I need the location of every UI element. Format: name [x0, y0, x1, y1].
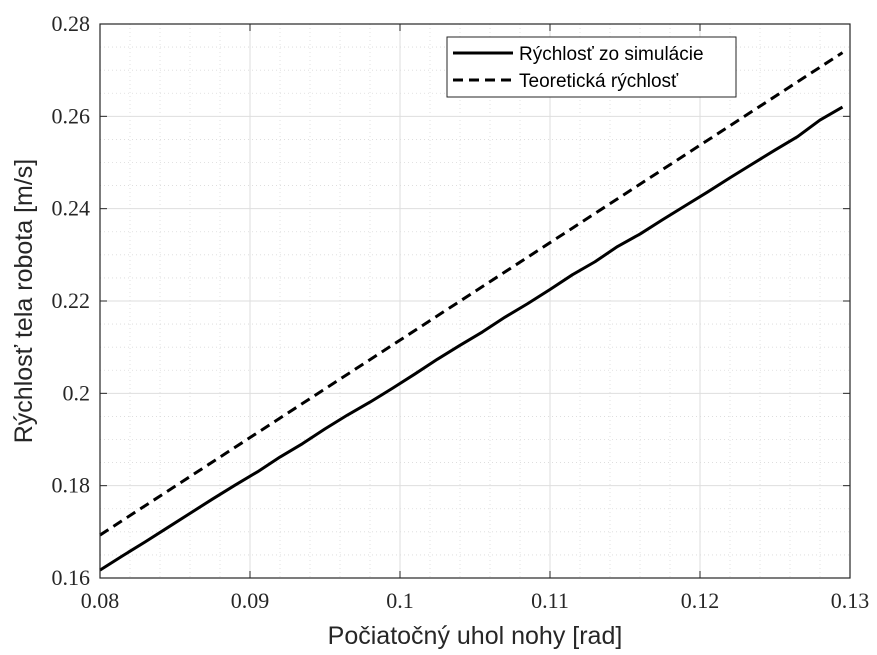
series-layer — [99, 51, 844, 572]
y-tick-label: 0.28 — [52, 11, 91, 36]
tick-marks — [99, 23, 851, 579]
x-tick-labels: 0.08 0.09 0.1 0.11 0.12 0.13 — [81, 588, 870, 613]
y-tick-label: 0.18 — [52, 473, 91, 498]
x-tick-label: 0.1 — [386, 588, 414, 613]
series-line-theoretical — [99, 51, 844, 537]
x-tick-label: 0.09 — [231, 588, 270, 613]
x-tick-label: 0.12 — [681, 588, 720, 613]
legend: Rýchlosť zo simulácie Teoretická rýchlos… — [446, 36, 737, 98]
legend-entry-theoretical: Teoretická rýchlosť — [519, 71, 679, 92]
y-tick-labels: 0.16 0.18 0.2 0.22 0.24 0.26 0.28 — [52, 11, 91, 590]
y-tick-label: 0.26 — [52, 103, 91, 128]
series-line-simulation — [99, 105, 844, 572]
y-axis-label: Rýchlosť tela robota [m/s] — [10, 159, 38, 444]
legend-entry-simulation: Rýchlosť zo simulácie — [519, 44, 704, 65]
x-tick-label: 0.13 — [831, 588, 870, 613]
y-tick-label: 0.24 — [52, 196, 91, 221]
x-tick-label: 0.08 — [81, 588, 120, 613]
y-tick-label: 0.22 — [52, 288, 91, 313]
legend-box — [446, 36, 737, 98]
y-tick-label: 0.2 — [63, 380, 91, 405]
x-axis-label: Počiatočný uhol nohy [rad] — [328, 622, 623, 650]
x-tick-label: 0.11 — [531, 588, 569, 613]
y-tick-label: 0.16 — [52, 565, 91, 590]
